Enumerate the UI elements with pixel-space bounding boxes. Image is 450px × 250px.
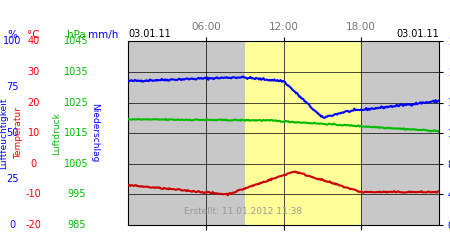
Text: 30: 30 <box>27 67 40 77</box>
Text: 20: 20 <box>27 98 40 108</box>
Text: 1045: 1045 <box>64 36 89 46</box>
Text: 40: 40 <box>27 36 40 46</box>
Bar <box>245 41 361 225</box>
Text: 1005: 1005 <box>64 159 89 169</box>
Text: 50: 50 <box>6 128 19 138</box>
Text: Niederschlag: Niederschlag <box>90 104 99 163</box>
Text: 995: 995 <box>67 190 86 200</box>
Text: 1015: 1015 <box>64 128 89 138</box>
Text: 0: 0 <box>31 159 37 169</box>
Text: mm/h: mm/h <box>88 30 119 40</box>
Text: 03.01.11: 03.01.11 <box>128 29 171 39</box>
Text: %: % <box>8 30 18 40</box>
Text: Erstellt: 11.01.2012 11:38: Erstellt: 11.01.2012 11:38 <box>184 207 302 216</box>
Bar <box>128 41 245 225</box>
Bar <box>361 41 439 225</box>
Text: Luftdruck: Luftdruck <box>52 112 61 154</box>
Text: °C: °C <box>27 30 40 40</box>
Text: -20: -20 <box>26 220 42 230</box>
Text: hPa: hPa <box>67 30 86 40</box>
Text: 1025: 1025 <box>64 98 89 108</box>
Text: Luftfeuchtigkeit: Luftfeuchtigkeit <box>0 97 8 169</box>
Text: 25: 25 <box>6 174 19 184</box>
Text: 75: 75 <box>6 82 19 92</box>
Text: 985: 985 <box>67 220 86 230</box>
Text: 03.01.11: 03.01.11 <box>396 29 439 39</box>
Text: 1035: 1035 <box>64 67 89 77</box>
Text: Temperatur: Temperatur <box>14 107 23 159</box>
Text: 100: 100 <box>4 36 22 46</box>
Text: 10: 10 <box>27 128 40 138</box>
Text: 0: 0 <box>9 220 16 230</box>
Text: -10: -10 <box>26 190 41 200</box>
